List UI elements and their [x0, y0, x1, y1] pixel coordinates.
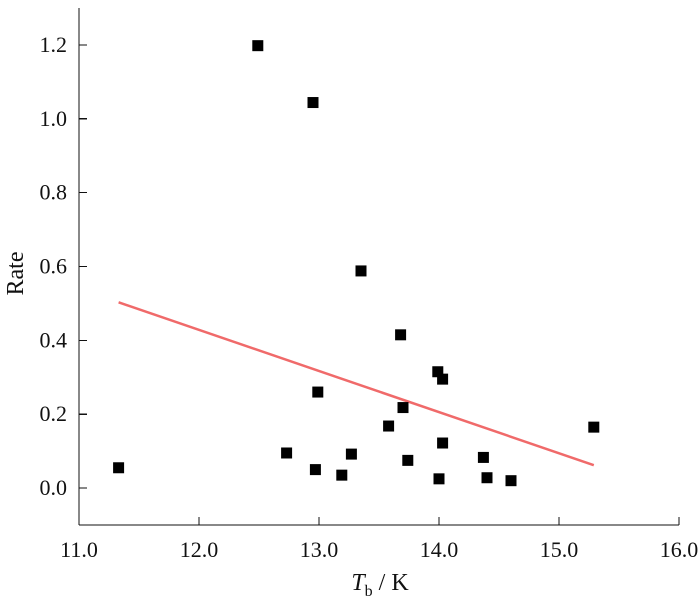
scatter-point-6 [312, 386, 324, 398]
y-tick-label: 1.0 [40, 106, 68, 131]
scatter-point-21 [588, 421, 600, 433]
y-tick-label: 0.8 [40, 180, 68, 205]
x-tick-label: 13.0 [300, 537, 339, 562]
scatter-point-1 [113, 462, 125, 474]
x-axis-label-unit: / K [373, 570, 410, 596]
scatter-point-13 [402, 454, 414, 466]
scatter-point-9 [355, 265, 367, 277]
scatter-point-10 [383, 420, 395, 432]
scatter-point-8 [345, 448, 357, 460]
y-tick-label: 0.2 [40, 401, 68, 426]
y-tick-label: 0.4 [40, 327, 68, 352]
y-tick-label: 0.6 [40, 254, 68, 279]
x-axis-label: Tb / K [351, 570, 409, 599]
points-layer [113, 40, 600, 487]
scatter-point-14 [432, 366, 444, 378]
x-tick-label: 16.0 [660, 537, 699, 562]
scatter-point-17 [437, 437, 449, 449]
scatter-point-19 [481, 472, 493, 484]
scatter-point-3 [281, 447, 293, 459]
scatter-point-20 [505, 475, 517, 487]
x-tick-label: 15.0 [540, 537, 579, 562]
scatter-point-16 [437, 373, 449, 385]
y-tick-label: 0.0 [40, 475, 68, 500]
line-layer [118, 301, 595, 467]
x-axis-label-subscript: b [365, 583, 373, 599]
labels-layer: 11.0 12.0 13.0 14.0 15.0 16.0 0.0 0.2 0.4 0.6 0.8 1… [3, 32, 698, 599]
y-axis-label: Rate [3, 252, 29, 296]
x-tick-label: 11.0 [60, 537, 98, 562]
scatter-point-5 [309, 464, 321, 476]
scatter-point-4 [307, 97, 319, 109]
trend-line [118, 301, 595, 467]
x-axis-label-main: T [351, 570, 366, 596]
scatter-point-2 [252, 40, 264, 52]
scatter-point-18 [477, 451, 489, 463]
scatter-point-15 [433, 473, 445, 485]
x-tick-label: 12.0 [180, 537, 219, 562]
y-tick-label: 1.2 [40, 32, 68, 57]
axes-layer [78, 8, 679, 526]
scatter-point-11 [395, 329, 407, 341]
scatter-point-7 [336, 469, 348, 481]
scatter-point-12 [397, 402, 409, 414]
ticks-layer [78, 44, 680, 525]
x-tick-label: 14.0 [420, 537, 459, 562]
